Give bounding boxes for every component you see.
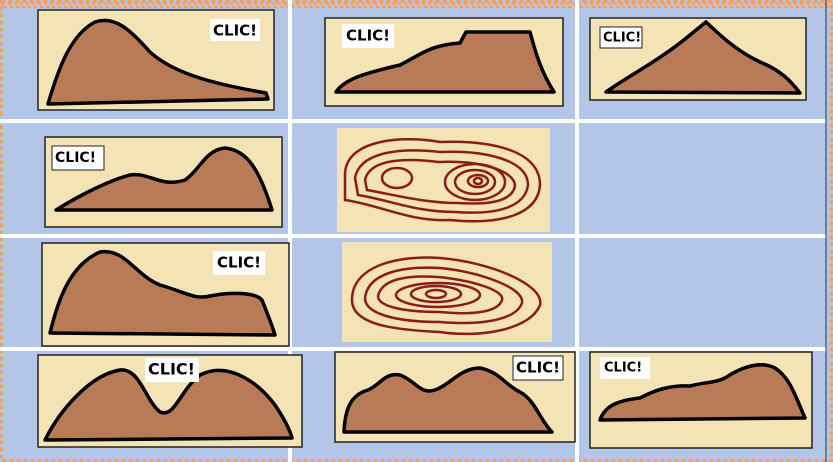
clic-label: CLIC! (516, 359, 560, 377)
profile-card[interactable]: CLIC! (37, 9, 275, 111)
profile-card[interactable]: CLIC! (37, 354, 303, 448)
clic-label: CLIC! (604, 361, 642, 376)
profile-card[interactable]: CLIC! (589, 17, 807, 101)
profile-card[interactable]: CLIC! (589, 351, 813, 449)
profile-card[interactable]: CLIC! (41, 242, 290, 347)
contour-map[interactable] (337, 128, 550, 232)
clic-label: CLIC! (213, 22, 257, 40)
clic-label: CLIC! (148, 360, 195, 379)
clic-label: CLIC! (346, 27, 390, 45)
profile-card[interactable]: CLIC! (324, 17, 564, 107)
profile-card[interactable]: CLIC! (44, 136, 283, 228)
clic-label: CLIC! (217, 254, 261, 272)
contour-map[interactable] (342, 242, 552, 342)
clic-label: CLIC! (55, 150, 96, 166)
board-border-top (1, 3, 829, 8)
clic-label: CLIC! (603, 31, 641, 46)
profile-card[interactable]: CLIC! (334, 351, 576, 443)
